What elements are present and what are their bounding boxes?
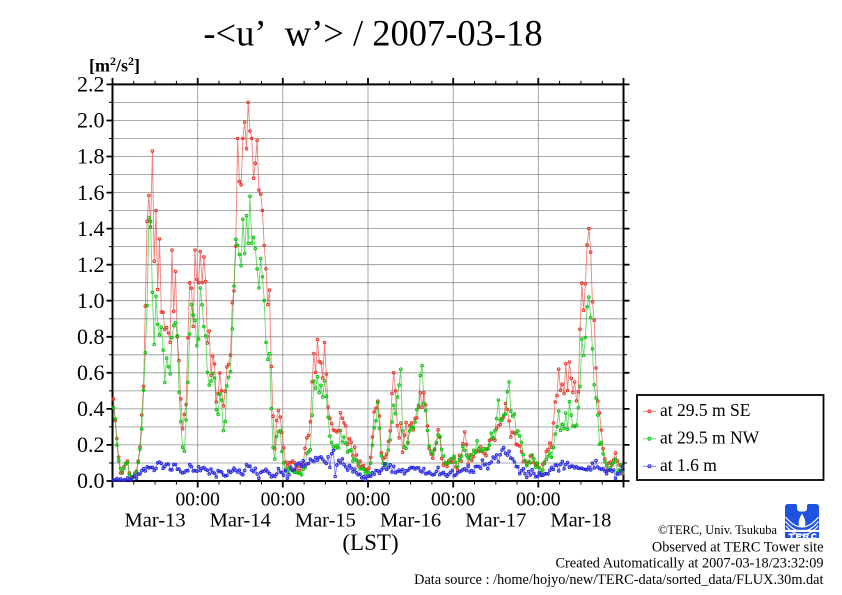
svg-text:[m2/s2]: [m2/s2] [89, 54, 140, 76]
svg-text:at 29.5 m NW: at 29.5 m NW [660, 427, 760, 447]
svg-text:0.0: 0.0 [77, 468, 105, 493]
svg-text:1.4: 1.4 [77, 216, 105, 241]
svg-text:Mar-13: Mar-13 [125, 510, 186, 532]
svg-text:Mar-14: Mar-14 [210, 510, 271, 532]
svg-text:-<u’ w’> / 2007-03-18: -<u’ w’> / 2007-03-18 [203, 13, 542, 54]
svg-text:00:00: 00:00 [431, 490, 475, 511]
svg-text:00:00: 00:00 [175, 490, 219, 511]
svg-text:2.0: 2.0 [77, 108, 105, 133]
svg-text:0.8: 0.8 [77, 324, 105, 349]
svg-text:©TERC, Univ. Tsukuba: ©TERC, Univ. Tsukuba [658, 523, 778, 537]
svg-text:00:00: 00:00 [346, 490, 390, 511]
svg-text:0.4: 0.4 [77, 396, 105, 421]
svg-text:Data source : /home/hojyo/new/: Data source : /home/hojyo/new/TERC-data/… [414, 572, 823, 588]
svg-text:Mar-18: Mar-18 [550, 510, 611, 532]
svg-text:at 1.6 m: at 1.6 m [660, 455, 717, 475]
svg-text:at 29.5 m SE: at 29.5 m SE [660, 400, 750, 420]
svg-text:Observed at TERC Tower site: Observed at TERC Tower site [652, 539, 824, 555]
svg-text:00:00: 00:00 [516, 490, 560, 511]
svg-text:0.2: 0.2 [77, 432, 105, 457]
svg-text:Created Automatically at 2007-: Created Automatically at 2007-03-18/23:3… [555, 556, 823, 572]
svg-text:Mar-16: Mar-16 [380, 510, 441, 532]
svg-text:00:00: 00:00 [261, 490, 305, 511]
svg-text:0.6: 0.6 [77, 360, 105, 385]
svg-text:Mar-17: Mar-17 [465, 510, 526, 532]
svg-text:1.6: 1.6 [77, 180, 105, 205]
svg-text:2.2: 2.2 [77, 72, 105, 97]
svg-text:(LST): (LST) [342, 530, 398, 555]
svg-text:1.8: 1.8 [77, 144, 105, 169]
svg-text:Mar-15: Mar-15 [295, 510, 356, 532]
svg-text:1.2: 1.2 [77, 252, 105, 277]
svg-text:1.0: 1.0 [77, 288, 105, 313]
